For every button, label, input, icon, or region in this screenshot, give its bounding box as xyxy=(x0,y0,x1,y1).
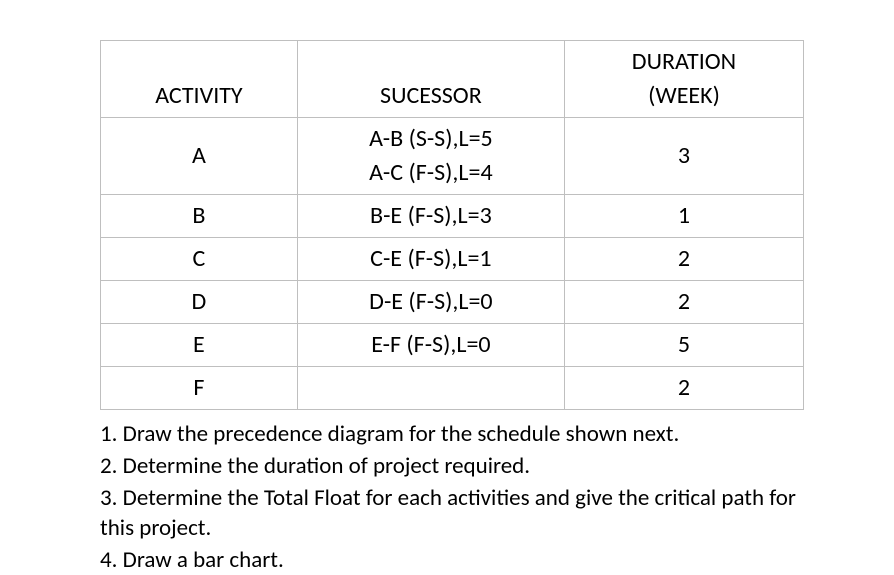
page: DURATION ACTIVITY SUCESSOR (WEEK) A A-B … xyxy=(0,0,894,575)
table-row: F 2 xyxy=(101,367,804,410)
cell-activity: E xyxy=(101,324,298,367)
cell-duration: 1 xyxy=(564,195,803,238)
table-row: A A-B (S-S),L=5 3 xyxy=(101,118,804,157)
cell-activity: D xyxy=(101,281,298,324)
cell-duration: 2 xyxy=(564,367,803,410)
cell-successor: A-C (F-S),L=4 xyxy=(297,156,564,195)
cell-activity: B xyxy=(101,195,298,238)
question-item: 2. Determine the duration of project req… xyxy=(100,452,804,482)
cell-successor xyxy=(297,367,564,410)
question-list: 1. Draw the precedence diagram for the s… xyxy=(100,420,804,575)
cell-successor: D-E (F-S),L=0 xyxy=(297,281,564,324)
table-body: DURATION ACTIVITY SUCESSOR (WEEK) A A-B … xyxy=(101,41,804,410)
header-duration-bottom: (WEEK) xyxy=(564,79,803,118)
cell-duration: 2 xyxy=(564,281,803,324)
header-duration-top: DURATION xyxy=(564,41,803,80)
header-successor-top xyxy=(297,41,564,80)
cell-successor: E-F (F-S),L=0 xyxy=(297,324,564,367)
header-activity-top xyxy=(101,41,298,80)
cell-activity: A xyxy=(101,118,298,195)
table-row: C C-E (F-S),L=1 2 xyxy=(101,238,804,281)
table-header-row-2: ACTIVITY SUCESSOR (WEEK) xyxy=(101,79,804,118)
cell-activity: F xyxy=(101,367,298,410)
header-successor: SUCESSOR xyxy=(297,79,564,118)
cell-successor: C-E (F-S),L=1 xyxy=(297,238,564,281)
table-header-row-1: DURATION xyxy=(101,41,804,80)
question-item: 3. Determine the Total Float for each ac… xyxy=(100,484,804,544)
question-item: 1. Draw the precedence diagram for the s… xyxy=(100,420,804,450)
cell-activity: C xyxy=(101,238,298,281)
table-row: E E-F (F-S),L=0 5 xyxy=(101,324,804,367)
cell-duration: 3 xyxy=(564,118,803,195)
header-activity: ACTIVITY xyxy=(101,79,298,118)
cell-duration: 5 xyxy=(564,324,803,367)
question-item: 4. Draw a bar chart. xyxy=(100,546,804,575)
table-row: D D-E (F-S),L=0 2 xyxy=(101,281,804,324)
cell-duration: 2 xyxy=(564,238,803,281)
schedule-table: DURATION ACTIVITY SUCESSOR (WEEK) A A-B … xyxy=(100,40,804,410)
cell-successor: A-B (S-S),L=5 xyxy=(297,118,564,157)
table-row: B B-E (F-S),L=3 1 xyxy=(101,195,804,238)
cell-successor: B-E (F-S),L=3 xyxy=(297,195,564,238)
